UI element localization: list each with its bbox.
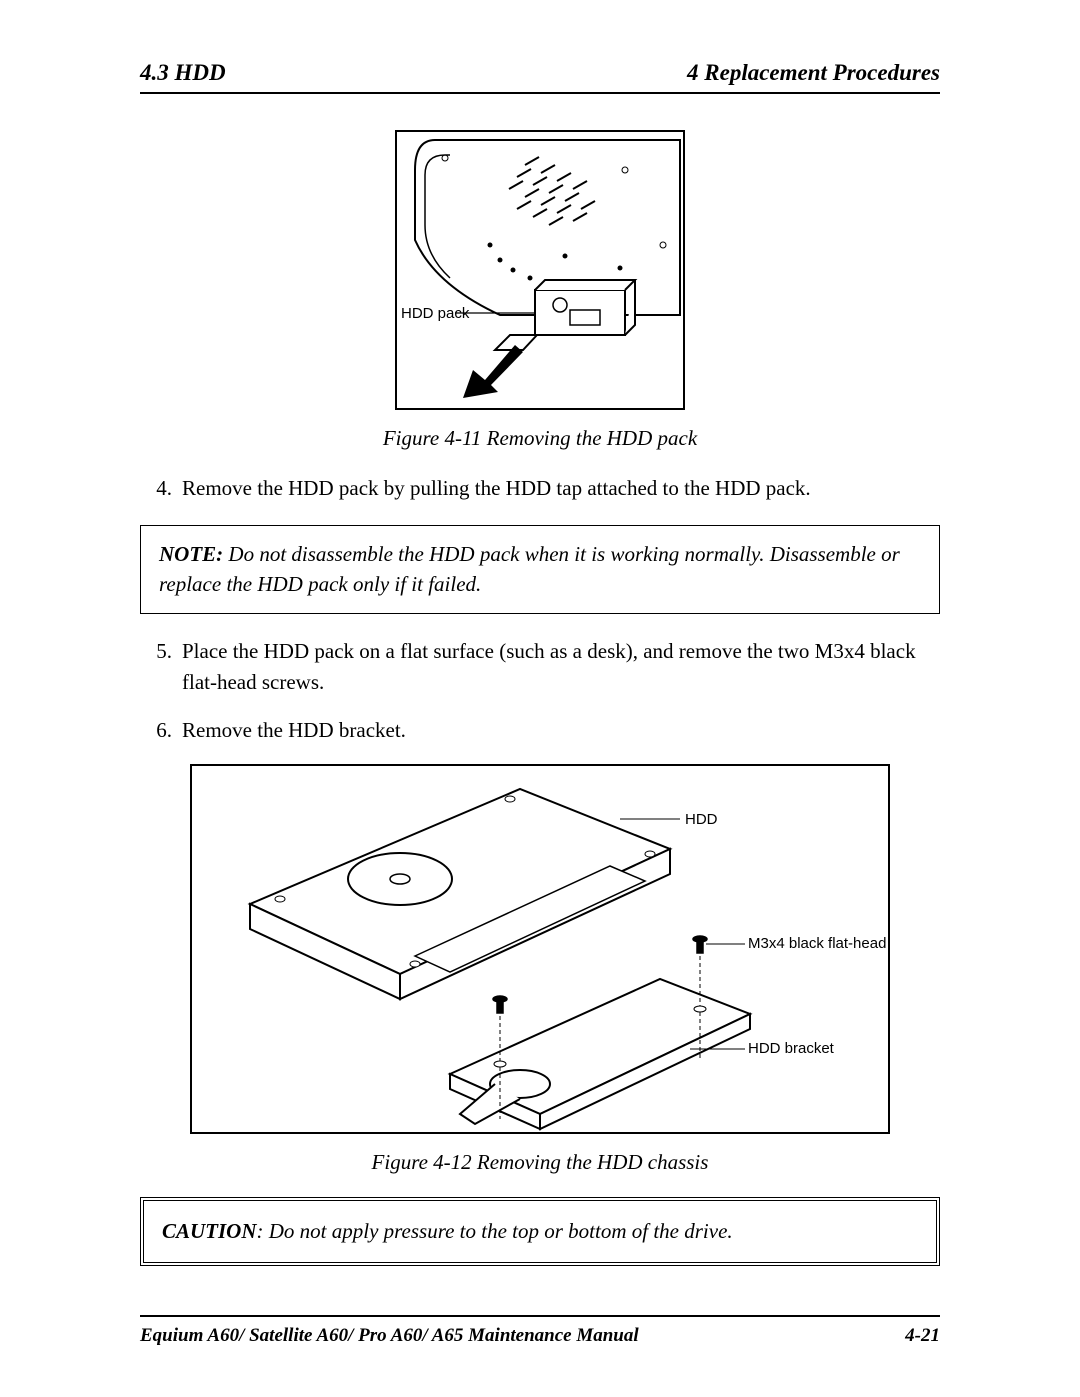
figure-4-12-caption: Figure 4-12 Removing the HDD chassis bbox=[140, 1150, 940, 1175]
caution-label: CAUTION bbox=[162, 1219, 257, 1243]
list-num: 6. bbox=[140, 715, 182, 745]
list-item: 6. Remove the HDD bracket. bbox=[140, 715, 940, 745]
list-text: Place the HDD pack on a flat surface (su… bbox=[182, 636, 940, 697]
page-footer: Equium A60/ Satellite A60/ Pro A60/ A65 … bbox=[140, 1315, 940, 1347]
figure-4-12: HDD M3x4 black flat-head screw bbox=[140, 764, 940, 1175]
note-text: Do not disassemble the HDD pack when it … bbox=[159, 542, 900, 595]
footer-manual-title: Equium A60/ Satellite A60/ Pro A60/ A65 … bbox=[140, 1325, 639, 1347]
footer-page-number: 4-21 bbox=[905, 1325, 940, 1347]
header-chapter: 4 Replacement Procedures bbox=[687, 60, 940, 86]
list-text: Remove the HDD bracket. bbox=[182, 715, 940, 745]
header-section: 4.3 HDD bbox=[140, 60, 226, 86]
list-num: 5. bbox=[140, 636, 182, 697]
figure-4-11-caption: Figure 4-11 Removing the HDD pack bbox=[140, 426, 940, 451]
label-bracket: HDD bracket bbox=[748, 1040, 835, 1057]
list-item: 5. Place the HDD pack on a flat surface … bbox=[140, 636, 940, 697]
list-item: 4. Remove the HDD pack by pulling the HD… bbox=[140, 473, 940, 503]
label-hdd: HDD bbox=[685, 811, 718, 828]
label-hdd-pack: HDD pack bbox=[401, 305, 470, 322]
caution-text: : Do not apply pressure to the top or bo… bbox=[257, 1219, 733, 1243]
figure-4-11-diagram: HDD pack bbox=[395, 130, 685, 410]
note-label: NOTE: bbox=[159, 542, 223, 566]
note-box: NOTE: Do not disassemble the HDD pack wh… bbox=[140, 525, 940, 614]
procedure-list-b: 5. Place the HDD pack on a flat surface … bbox=[140, 636, 940, 745]
figure-4-12-diagram: HDD M3x4 black flat-head screw bbox=[190, 764, 890, 1134]
figure-4-11: HDD pack Figure 4-11 Removing the HDD pa… bbox=[140, 130, 940, 451]
list-num: 4. bbox=[140, 473, 182, 503]
label-screw: M3x4 black flat-head screw bbox=[748, 935, 890, 952]
page-header: 4.3 HDD 4 Replacement Procedures bbox=[140, 60, 940, 94]
procedure-list-a: 4. Remove the HDD pack by pulling the HD… bbox=[140, 473, 940, 503]
caution-box: CAUTION: Do not apply pressure to the to… bbox=[140, 1197, 940, 1266]
list-text: Remove the HDD pack by pulling the HDD t… bbox=[182, 473, 940, 503]
